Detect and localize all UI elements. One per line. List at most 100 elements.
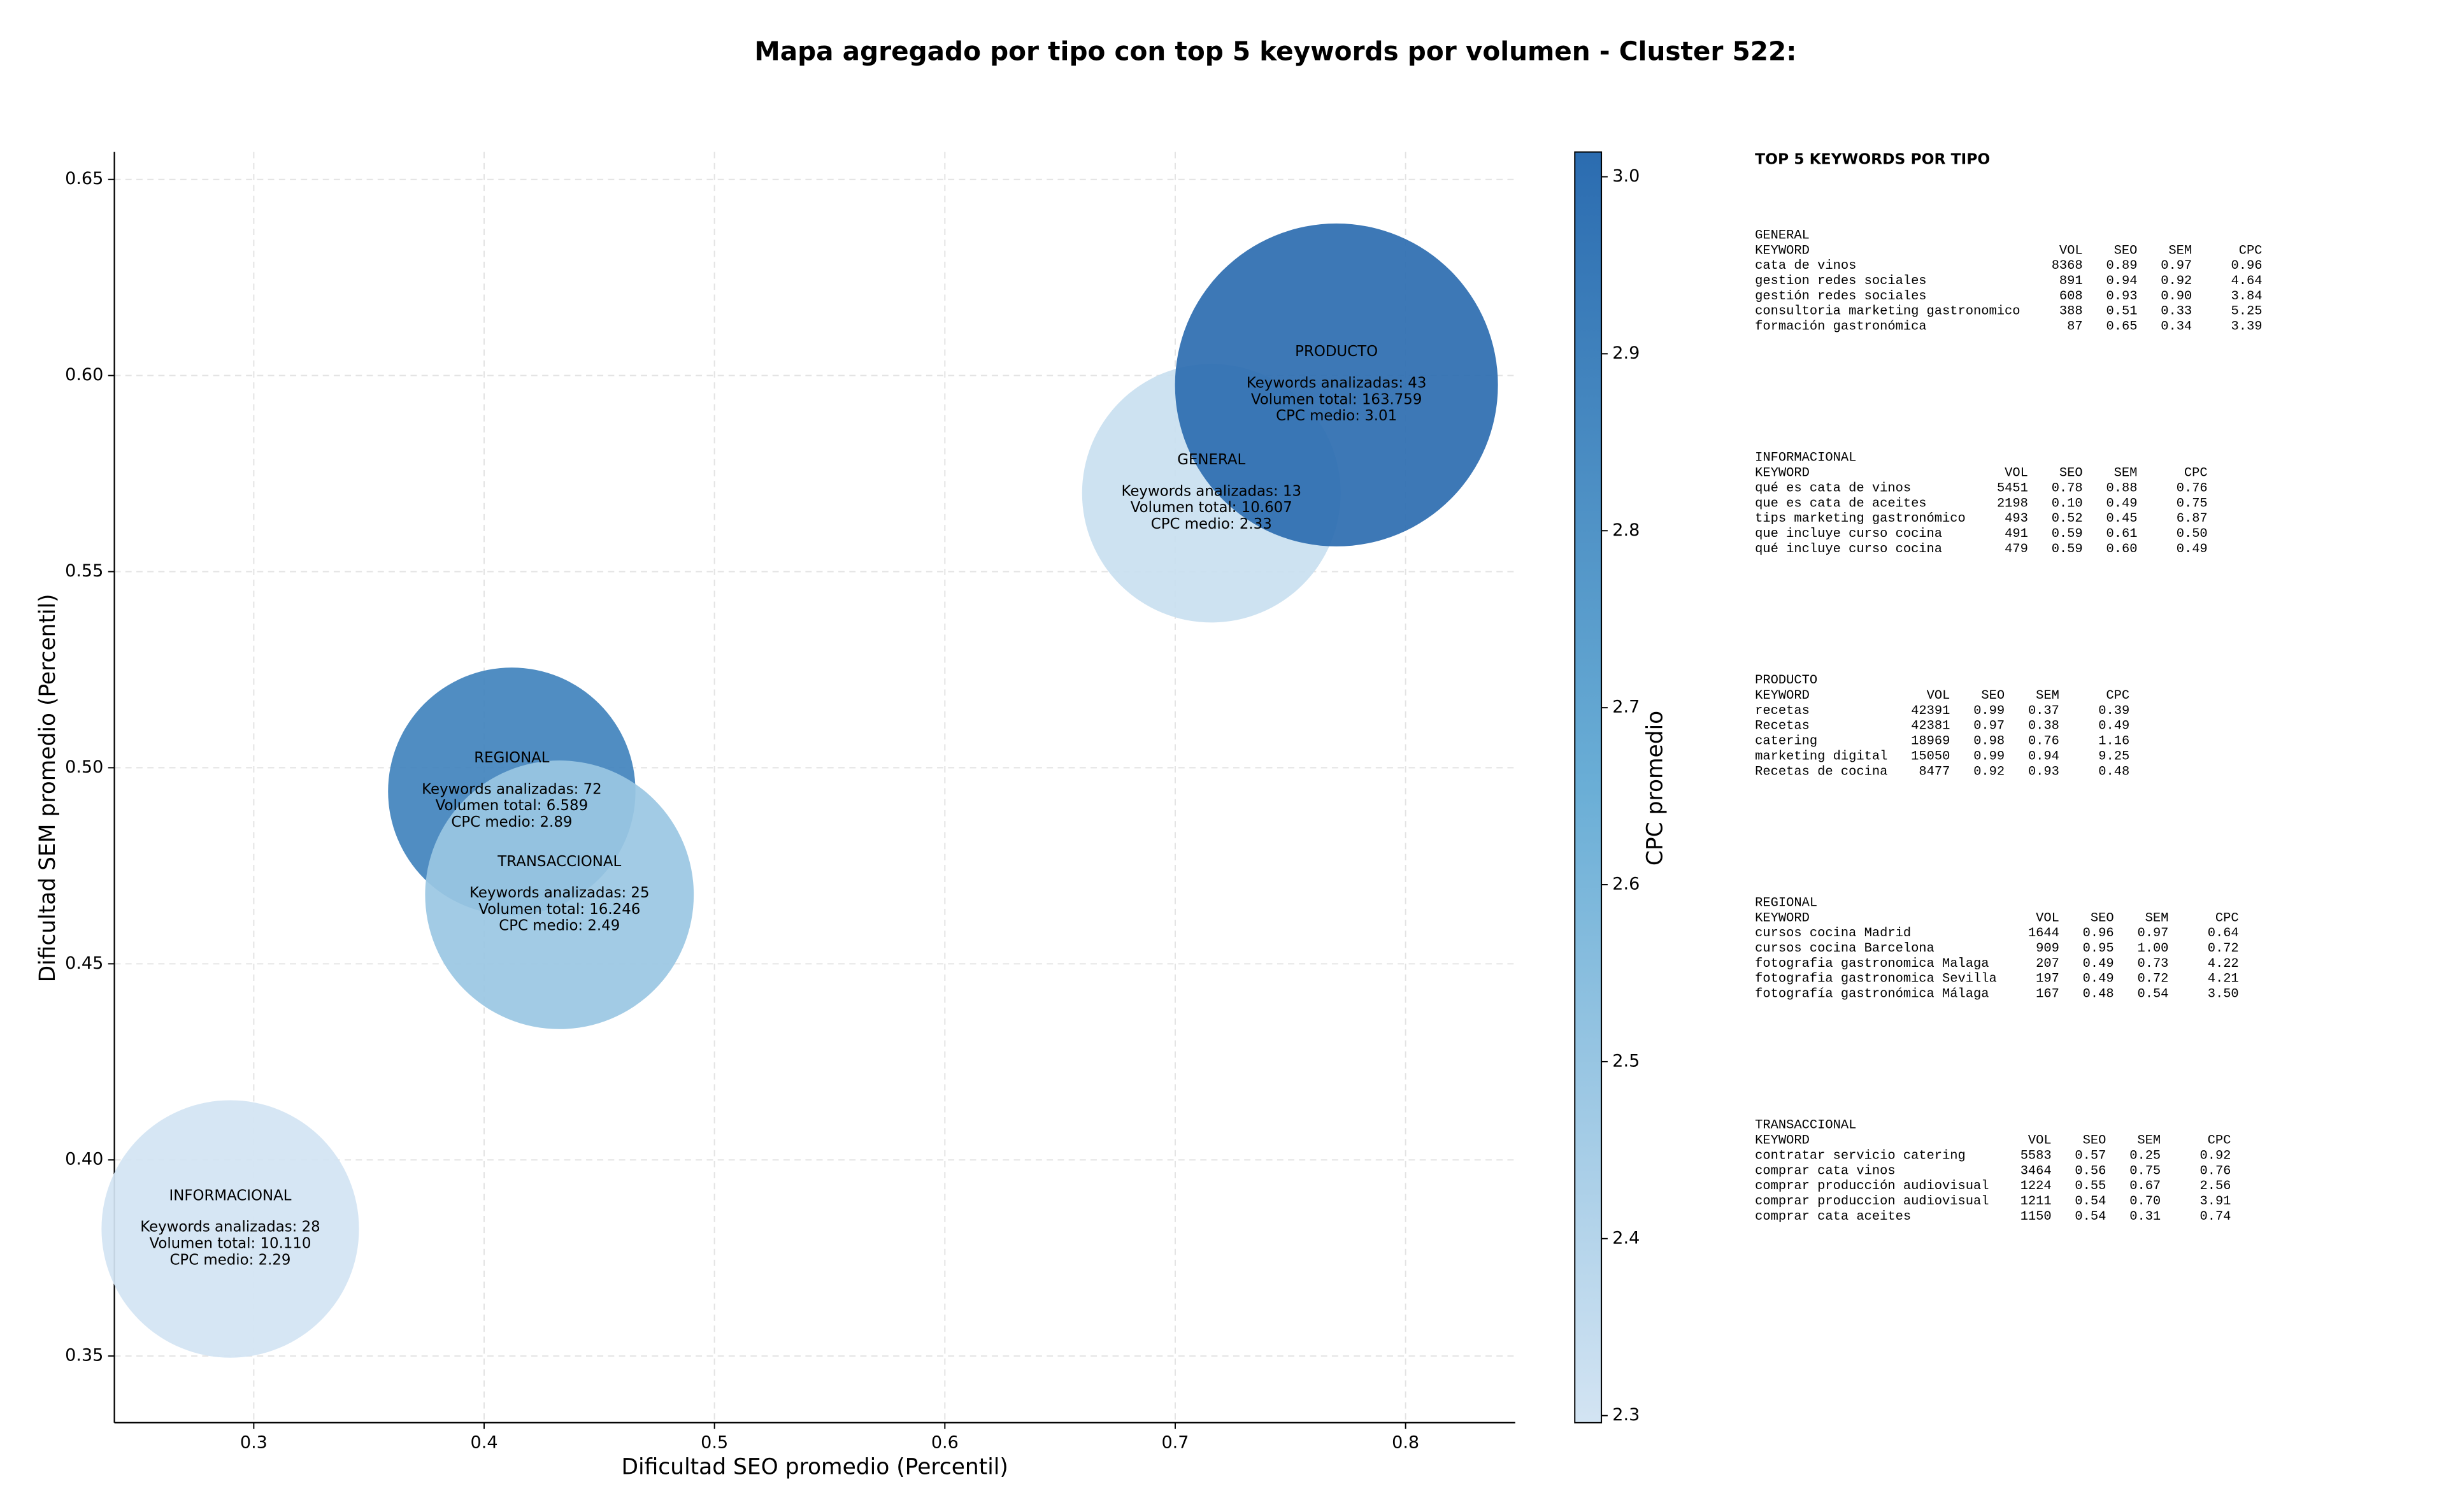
group-name: INFORMACIONAL xyxy=(1755,451,1856,466)
table-cell: 0.92 xyxy=(2199,1148,2231,1163)
table-cell: 0.10 xyxy=(2052,496,2083,511)
table-cell: fotografia gastronomica Sevilla xyxy=(1755,972,1997,987)
table-cell: qué es cata de vinos xyxy=(1755,481,1911,496)
y-tick-label: 0.65 xyxy=(65,169,103,189)
bubble-name: GENERAL xyxy=(1177,452,1245,468)
column-header: SEM xyxy=(2137,1134,2161,1148)
table-cell: 0.49 xyxy=(2083,957,2114,971)
table-cell: comprar cata vinos xyxy=(1755,1164,1895,1178)
table-cell: 0.51 xyxy=(2106,304,2137,319)
bubble-label: Volumen total: 10.110 xyxy=(149,1235,311,1252)
table-cell: fotografía gastronómica Málaga xyxy=(1755,987,1989,1002)
table-cell: consultoria marketing gastronomico xyxy=(1755,304,2020,319)
table-cell: 493 xyxy=(2005,511,2028,526)
table-cell: 0.25 xyxy=(2129,1148,2161,1163)
table-cell: comprar producción audiovisual xyxy=(1755,1179,1989,1194)
column-header: KEYWORD xyxy=(1755,1134,1810,1148)
x-tick-label: 0.7 xyxy=(1161,1432,1189,1452)
table-cell: 0.97 xyxy=(2137,926,2168,941)
colorbar-tick-label: 2.3 xyxy=(1612,1405,1640,1425)
table-cell: 4.22 xyxy=(2208,957,2239,971)
table-cell: 0.90 xyxy=(2161,289,2192,304)
table-cell: marketing digital xyxy=(1755,749,1887,764)
table-cell: 1150 xyxy=(2020,1209,2052,1224)
table-cell: 0.39 xyxy=(2098,704,2129,718)
table-cell: 0.93 xyxy=(2106,289,2137,304)
column-header: SEO xyxy=(2114,243,2138,258)
table-cell: 0.49 xyxy=(2083,972,2114,987)
table-cell: 1224 xyxy=(2020,1179,2052,1194)
table-cell: 3.50 xyxy=(2208,987,2239,1002)
table-cell: 0.38 xyxy=(2028,719,2059,734)
table-cell: 0.31 xyxy=(2129,1209,2161,1224)
bubble-label: CPC medio: 3.01 xyxy=(1276,408,1397,424)
table-cell: 0.78 xyxy=(2052,481,2083,496)
table-cell: Recetas de cocina xyxy=(1755,764,1887,779)
table-cell: 0.61 xyxy=(2106,527,2137,541)
table-cell: 0.48 xyxy=(2098,764,2129,779)
table-cell: 87 xyxy=(2067,320,2082,334)
table-cell: 3.91 xyxy=(2199,1194,2231,1209)
table-cell: 0.70 xyxy=(2129,1194,2161,1209)
table-cell: 388 xyxy=(2059,304,2083,319)
table-cell: 167 xyxy=(2036,987,2059,1002)
table-cell: 0.49 xyxy=(2106,496,2137,511)
y-tick-label: 0.40 xyxy=(65,1150,103,1169)
table-cell: 0.76 xyxy=(2028,734,2059,749)
colorbar-tick-label: 2.8 xyxy=(1612,520,1640,540)
column-header: VOL xyxy=(2059,243,2083,258)
table-cell: 0.54 xyxy=(2075,1209,2106,1224)
bubble-name: INFORMACIONAL xyxy=(169,1187,291,1204)
bubble-label: Keywords analizadas: 13 xyxy=(1122,483,1302,499)
group-name: PRODUCTO xyxy=(1755,673,1817,688)
table-cell: Recetas xyxy=(1755,719,1810,734)
table-cell: 3464 xyxy=(2020,1164,2052,1178)
bubble xyxy=(1175,223,1498,546)
table-cell: 0.94 xyxy=(2028,749,2059,764)
column-header: CPC xyxy=(2215,911,2239,925)
column-header: CPC xyxy=(2184,466,2208,481)
table-cell: catering xyxy=(1755,734,1817,749)
table-cell: 0.49 xyxy=(2098,719,2129,734)
table-cell: 8477 xyxy=(1919,764,1950,779)
panel-title: TOP 5 KEYWORDS POR TIPO xyxy=(1755,150,1990,168)
table-cell: 0.72 xyxy=(2208,941,2239,956)
column-header: CPC xyxy=(2208,1134,2231,1148)
table-cell: 0.97 xyxy=(2161,259,2192,273)
table-cell: 0.52 xyxy=(2052,511,2083,526)
table-cell: 0.92 xyxy=(1973,764,2005,779)
bubble xyxy=(101,1100,359,1358)
table-cell: 1644 xyxy=(2028,926,2059,941)
colorbar-tick-label: 2.6 xyxy=(1612,874,1640,894)
table-cell: 2.56 xyxy=(2199,1179,2231,1194)
table-cell: gestion redes sociales xyxy=(1755,274,1926,289)
table-cell: comprar produccion audiovisual xyxy=(1755,1194,1989,1209)
column-header: VOL xyxy=(1927,688,1950,703)
table-cell: 0.75 xyxy=(2129,1164,2161,1178)
table-cell: 0.72 xyxy=(2137,972,2168,987)
bubble-label: Keywords analizadas: 28 xyxy=(140,1219,320,1236)
table-cell: 4.21 xyxy=(2208,972,2239,987)
table-cell: 0.48 xyxy=(2083,987,2114,1002)
table-cell: 909 xyxy=(2036,941,2059,956)
table-cell: contratar servicio catering xyxy=(1755,1148,1966,1163)
table-cell: 0.88 xyxy=(2106,481,2137,496)
bubble-label: Keywords analizadas: 25 xyxy=(469,885,650,901)
column-header: KEYWORD xyxy=(1755,911,1810,925)
table-cell: 0.76 xyxy=(2199,1164,2231,1178)
table-cell: 0.95 xyxy=(2083,941,2114,956)
x-tick-label: 0.6 xyxy=(931,1432,959,1452)
table-cell: 0.59 xyxy=(2052,542,2083,557)
table-cell: 1211 xyxy=(2020,1194,2052,1209)
table-cell: tips marketing gastronómico xyxy=(1755,511,1966,526)
table-cell: 0.45 xyxy=(2106,511,2137,526)
table-cell: 0.96 xyxy=(2231,259,2262,273)
column-header: SEM xyxy=(2114,466,2138,481)
table-cell: 491 xyxy=(2005,527,2028,541)
table-cell: 197 xyxy=(2036,972,2059,987)
table-cell: 0.54 xyxy=(2075,1194,2106,1209)
table-cell: gestión redes sociales xyxy=(1755,289,1926,304)
table-cell: 0.74 xyxy=(2199,1209,2231,1224)
x-tick-label: 0.3 xyxy=(240,1432,268,1452)
table-cell: 8368 xyxy=(2052,259,2083,273)
